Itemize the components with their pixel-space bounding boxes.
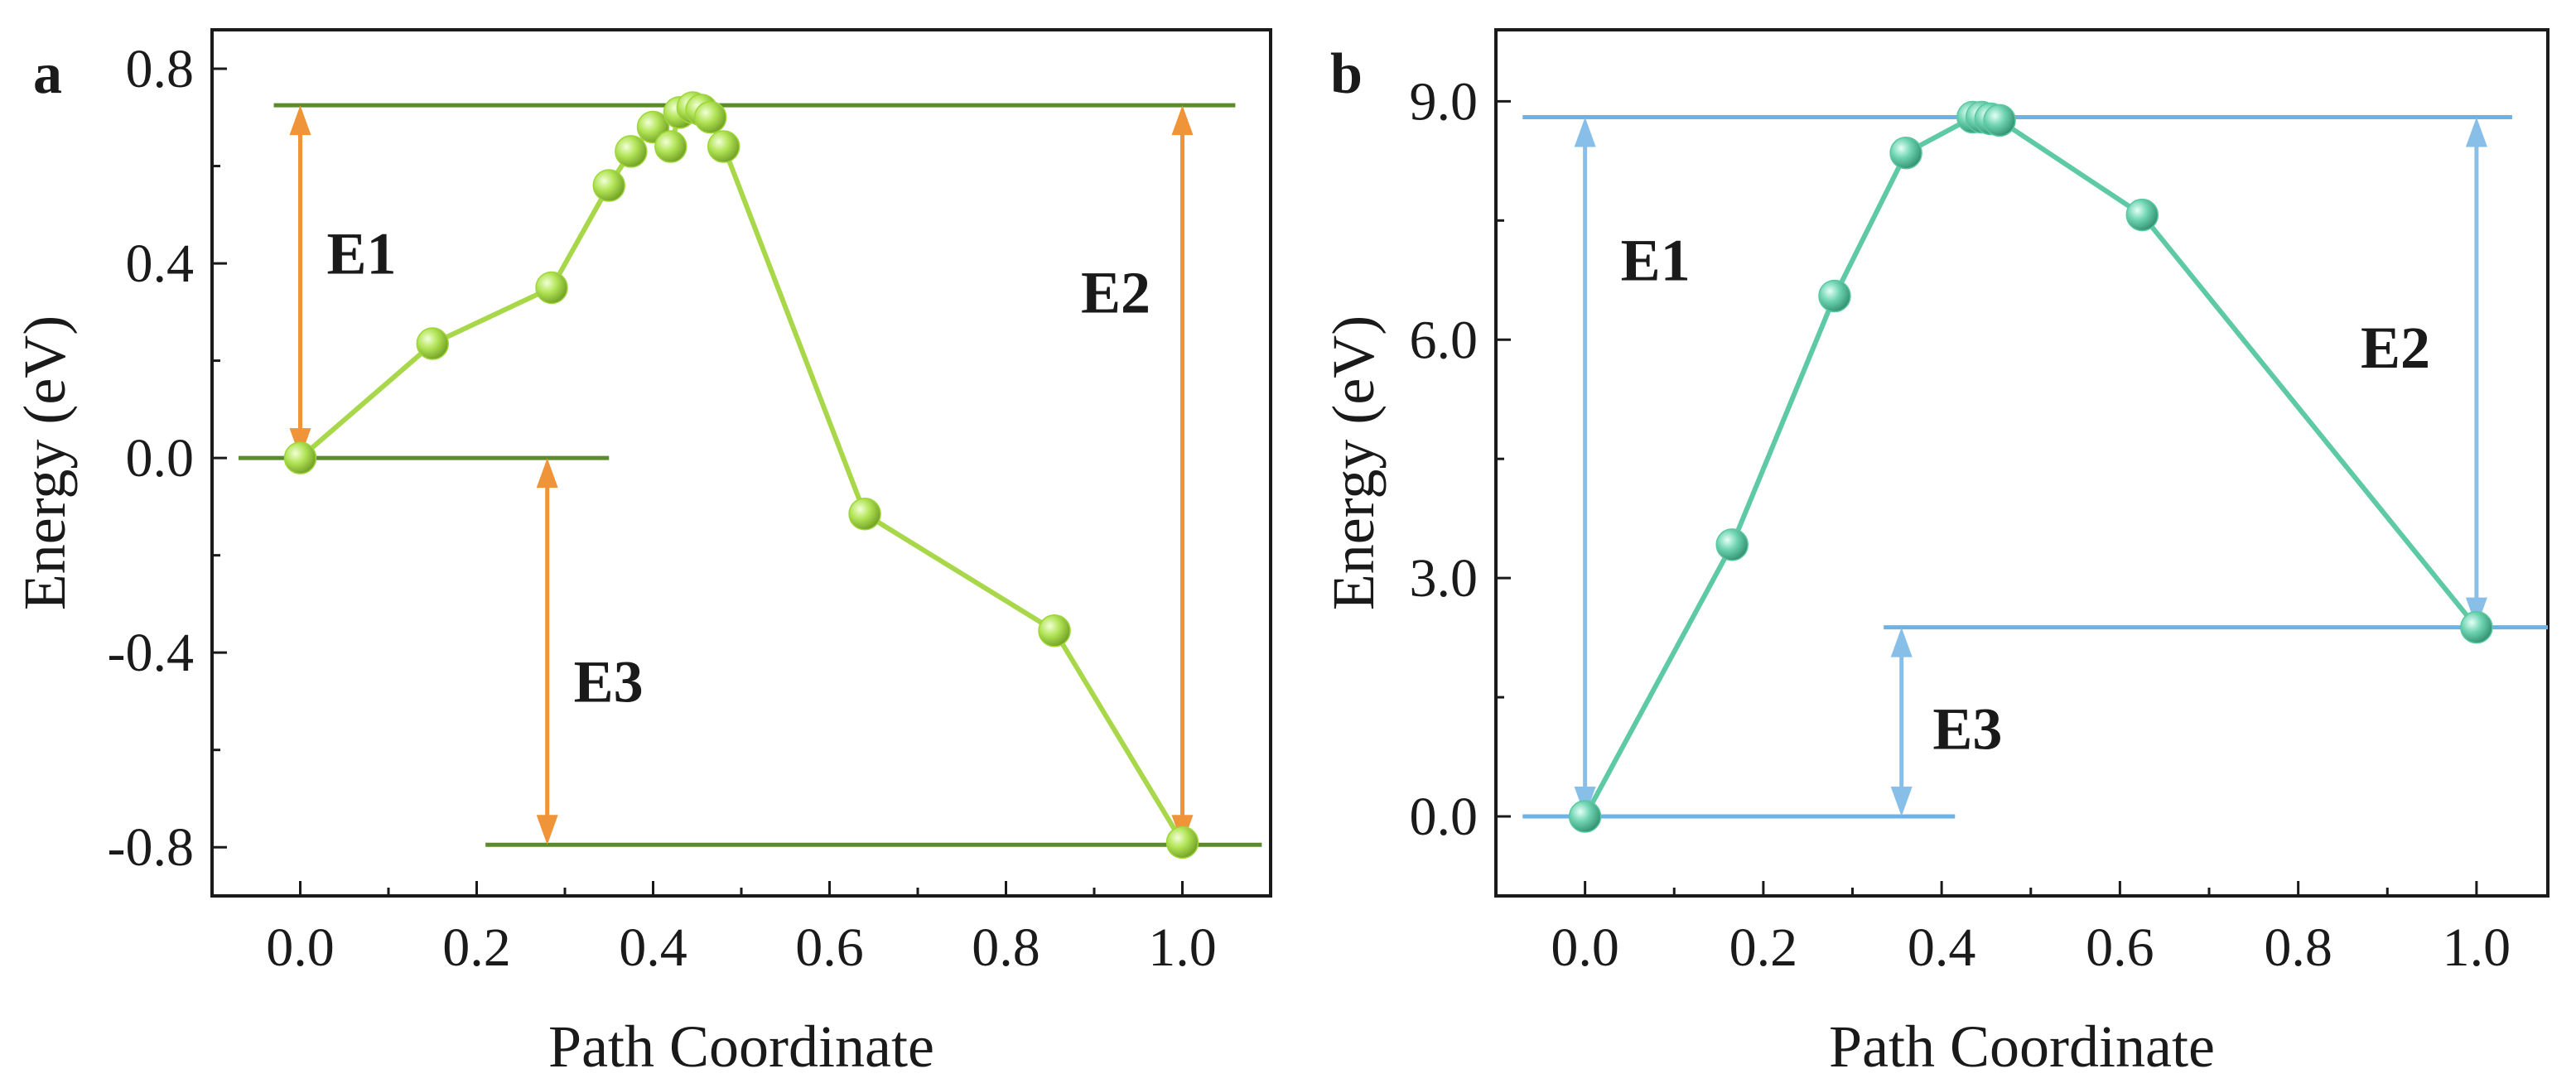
data-point: [654, 130, 687, 163]
y-axis-label: Energy (eV): [1320, 315, 1387, 611]
panel-letter: b: [1330, 42, 1363, 106]
series-line: [1582, 114, 2479, 818]
data-point: [1568, 800, 1602, 833]
data-point: [592, 169, 625, 202]
reference-lines: [1522, 115, 2548, 819]
data-point: [1165, 826, 1199, 859]
y-tick-label: -0.4: [108, 623, 194, 683]
data-point: [1818, 279, 1851, 313]
energy-arrow: [1171, 105, 1194, 845]
x-tick-label: 1.0: [2443, 917, 2511, 978]
annotation-labels: E1 E2 E3: [326, 220, 1151, 715]
x-tick-label: 0.0: [1551, 917, 1619, 978]
data-point: [2460, 610, 2493, 644]
data-point: [707, 130, 740, 163]
data-point: [615, 135, 648, 168]
data-point: [416, 327, 449, 360]
x-axis-label: Path Coordinate: [1829, 1013, 2215, 1080]
data-point: [848, 497, 881, 531]
y-tick-label: 3.0: [1410, 548, 1479, 609]
data-point: [1038, 614, 1071, 648]
energy-label: E3: [574, 648, 644, 715]
y-axis-label: Energy (eV): [12, 315, 78, 611]
tick-labels: 0.0 0.2 0.4 0.6 0.8 1.0 0.0 3.0 6.0 9.0: [1410, 71, 2511, 978]
data-point: [283, 441, 317, 474]
data-point: [693, 101, 727, 134]
y-tick-label: 0.0: [126, 428, 195, 489]
energy-arrow: [1574, 117, 1596, 817]
energy-arrows: [1574, 117, 2487, 817]
energy-label: E1: [1621, 227, 1691, 293]
x-tick-label: 0.6: [795, 917, 864, 978]
energy-arrow: [536, 458, 558, 845]
data-point: [535, 271, 568, 305]
series-line: [298, 105, 1185, 844]
data-point: [1889, 136, 1922, 170]
data-series: [1568, 100, 2493, 833]
y-tick-label: 9.0: [1410, 71, 1479, 132]
y-tick-label: 0.4: [126, 233, 195, 294]
y-tick-label: 6.0: [1410, 310, 1479, 370]
x-tick-label: 0.0: [266, 917, 335, 978]
x-tick-label: 0.6: [2086, 917, 2154, 978]
plot-frame: [210, 28, 1272, 898]
x-tick-label: 0.2: [1729, 917, 1798, 978]
x-tick-label: 0.4: [619, 917, 687, 978]
axis-ticks: [212, 67, 1184, 896]
energy-arrows: [289, 105, 1194, 845]
plot-frame: [1494, 28, 2549, 898]
energy-label: E1: [326, 220, 396, 286]
x-tick-label: 0.4: [1908, 917, 1976, 978]
x-tick-label: 0.8: [2264, 917, 2332, 978]
energy-label: E3: [1932, 696, 2002, 762]
y-tick-label: -0.8: [108, 817, 194, 878]
y-tick-label: 0.0: [1410, 787, 1479, 847]
data-point: [2125, 198, 2159, 232]
data-point: [1983, 104, 2016, 137]
energy-arrow: [289, 105, 311, 459]
energy-arrow: [1890, 627, 1913, 817]
x-tick-label: 0.8: [972, 917, 1040, 978]
data-series: [283, 91, 1199, 859]
annotation-labels: E1 E2 E3: [1621, 227, 2430, 762]
panel-a: 0.0 0.2 0.4 0.6 0.8 1.0 -0.8 -0.4 0.0 0.4 0.8 E1 E2…: [12, 28, 1272, 1080]
energy-label: E2: [2361, 315, 2430, 381]
x-axis-label: Path Coordinate: [548, 1013, 934, 1080]
tick-labels: 0.0 0.2 0.4 0.6 0.8 1.0 -0.8 -0.4 0.0 0.4 0.8: [108, 39, 1217, 978]
energy-label: E2: [1081, 259, 1151, 325]
x-tick-label: 0.2: [442, 917, 511, 978]
energy-arrow: [2465, 117, 2487, 628]
y-tick-label: 0.8: [126, 39, 195, 99]
x-tick-label: 1.0: [1148, 917, 1217, 978]
panel-letter: a: [33, 42, 62, 106]
axis-ticks: [1496, 99, 2478, 896]
data-point: [1715, 528, 1749, 561]
